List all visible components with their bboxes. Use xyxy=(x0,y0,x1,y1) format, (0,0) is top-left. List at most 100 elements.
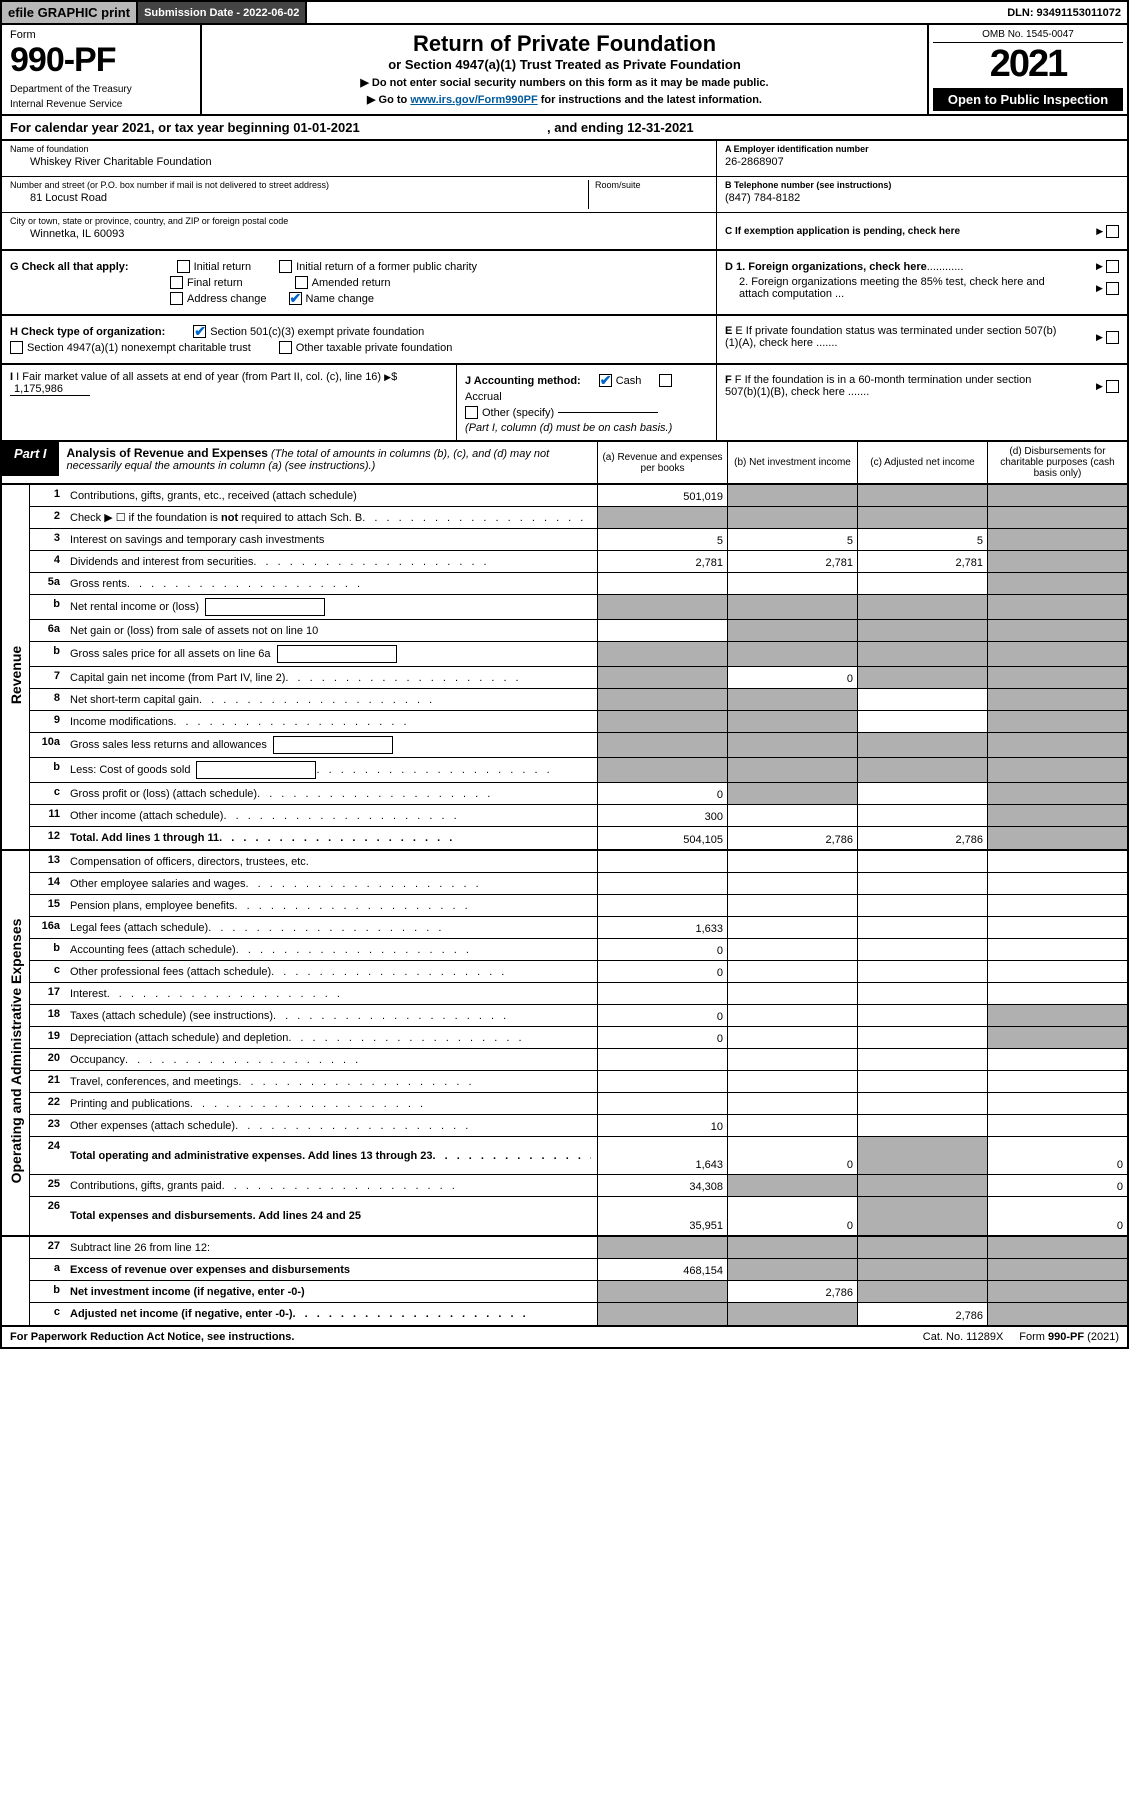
line-number: 11 xyxy=(30,805,64,826)
arrow-icon xyxy=(1096,331,1103,343)
line-description: Legal fees (attach schedule) xyxy=(64,917,597,938)
phone-cell: B Telephone number (see instructions) (8… xyxy=(717,177,1127,213)
c-checkbox[interactable] xyxy=(1106,225,1119,238)
line-description: Travel, conferences, and meetings xyxy=(64,1071,597,1092)
line-c: cOther professional fees (attach schedul… xyxy=(30,961,1127,983)
j-other-checkbox[interactable] xyxy=(465,406,478,419)
amount-col-a: 0 xyxy=(597,1027,727,1048)
amount-col-b xyxy=(727,758,857,782)
g-initial-former-checkbox[interactable] xyxy=(279,260,292,273)
d2-checkbox[interactable] xyxy=(1106,282,1119,295)
h-label: H Check type of organization: xyxy=(10,326,165,338)
amount-col-d xyxy=(987,1115,1127,1136)
line-description: Other income (attach schedule) xyxy=(64,805,597,826)
g-name-checkbox[interactable] xyxy=(289,292,302,305)
revenue-side-label: Revenue xyxy=(2,485,30,849)
amount-col-c xyxy=(857,1005,987,1026)
header-center: Return of Private Foundation or Section … xyxy=(202,25,927,114)
amount-col-c xyxy=(857,939,987,960)
line-number: c xyxy=(30,961,64,982)
phone-label: B Telephone number (see instructions) xyxy=(725,180,1119,190)
line-number: 12 xyxy=(30,827,64,849)
leader-dots xyxy=(238,1076,591,1088)
form-number: 990-PF xyxy=(10,41,192,80)
g-amended-checkbox[interactable] xyxy=(295,276,308,289)
arrow-icon xyxy=(384,371,391,383)
h-4947-checkbox[interactable] xyxy=(10,341,23,354)
leader-dots xyxy=(362,512,591,524)
line-number: b xyxy=(30,642,64,666)
calendar-year-row: For calendar year 2021, or tax year begi… xyxy=(0,116,1129,141)
foundation-name-label: Name of foundation xyxy=(10,144,708,154)
j-cash-checkbox[interactable] xyxy=(599,374,612,387)
d1-checkbox[interactable] xyxy=(1106,260,1119,273)
g-final-checkbox[interactable] xyxy=(170,276,183,289)
amount-col-a xyxy=(597,1237,727,1258)
line-23: 23Other expenses (attach schedule)10 xyxy=(30,1115,1127,1137)
line-description: Interest xyxy=(64,983,597,1004)
efile-print-button[interactable]: efile GRAPHIC print xyxy=(2,2,138,23)
amount-col-d xyxy=(987,485,1127,506)
irs-link[interactable]: www.irs.gov/Form990PF xyxy=(410,94,537,106)
amount-col-a: 0 xyxy=(597,1005,727,1026)
inline-amount-box[interactable] xyxy=(196,761,316,779)
line-description: Net investment income (if negative, ente… xyxy=(64,1281,597,1302)
line-number: 21 xyxy=(30,1071,64,1092)
line-description: Compensation of officers, directors, tru… xyxy=(64,851,597,872)
amount-col-d xyxy=(987,983,1127,1004)
line-number: 5a xyxy=(30,573,64,594)
g-final: Final return xyxy=(187,277,243,289)
ijf-block: I I Fair market value of all assets at e… xyxy=(0,365,1129,442)
g-addr-checkbox[interactable] xyxy=(170,292,183,305)
line-20: 20Occupancy xyxy=(30,1049,1127,1071)
leader-dots xyxy=(273,1010,591,1022)
line-description: Net rental income or (loss) xyxy=(64,595,597,619)
inline-amount-box[interactable] xyxy=(273,736,393,754)
amount-col-d xyxy=(987,733,1127,757)
h-501c3-checkbox[interactable] xyxy=(193,325,206,338)
line-15: 15Pension plans, employee benefits xyxy=(30,895,1127,917)
amount-col-c xyxy=(857,783,987,804)
line-c: cGross profit or (loss) (attach schedule… xyxy=(30,783,1127,805)
amount-col-c xyxy=(857,873,987,894)
line-21: 21Travel, conferences, and meetings xyxy=(30,1071,1127,1093)
ein-label: A Employer identification number xyxy=(725,144,1119,154)
footer-form: Form 990-PF (2021) xyxy=(1011,1329,1127,1345)
j-other-input[interactable] xyxy=(558,412,658,413)
line-description: Other expenses (attach schedule) xyxy=(64,1115,597,1136)
f-checkbox[interactable] xyxy=(1106,380,1119,393)
form-label: Form xyxy=(10,29,192,41)
line-description: Pension plans, employee benefits xyxy=(64,895,597,916)
amount-col-d xyxy=(987,711,1127,732)
amount-col-d xyxy=(987,851,1127,872)
amount-col-b xyxy=(727,1049,857,1070)
amount-col-b xyxy=(727,917,857,938)
e-checkbox[interactable] xyxy=(1106,331,1119,344)
amount-col-b xyxy=(727,642,857,666)
line-number: 16a xyxy=(30,917,64,938)
inline-amount-box[interactable] xyxy=(205,598,325,616)
g-initial-checkbox[interactable] xyxy=(177,260,190,273)
j-cash: Cash xyxy=(616,375,642,387)
instr-link-row: ▶ Go to www.irs.gov/Form990PF for instru… xyxy=(210,93,919,106)
leader-dots xyxy=(190,1098,591,1110)
line-number: 27 xyxy=(30,1237,64,1258)
line-27: 27Subtract line 26 from line 12: xyxy=(30,1237,1127,1259)
amount-col-c: 2,781 xyxy=(857,551,987,572)
j-accrual-checkbox[interactable] xyxy=(659,374,672,387)
amount-col-a: 504,105 xyxy=(597,827,727,849)
leader-dots xyxy=(285,672,591,684)
amount-col-b xyxy=(727,783,857,804)
amount-col-c xyxy=(857,573,987,594)
part1-header: Part I Analysis of Revenue and Expenses … xyxy=(0,442,1129,485)
line-description: Adjusted net income (if negative, enter … xyxy=(64,1303,597,1325)
amount-col-c xyxy=(857,1281,987,1302)
f-section: F F If the foundation is in a 60-month t… xyxy=(717,365,1127,440)
amount-col-b: 2,786 xyxy=(727,1281,857,1302)
amount-col-c xyxy=(857,895,987,916)
line-description: Other professional fees (attach schedule… xyxy=(64,961,597,982)
d2-label: 2. Foreign organizations meeting the 85%… xyxy=(725,276,1065,300)
inline-amount-box[interactable] xyxy=(277,645,397,663)
h-other-checkbox[interactable] xyxy=(279,341,292,354)
amount-col-a xyxy=(597,1071,727,1092)
